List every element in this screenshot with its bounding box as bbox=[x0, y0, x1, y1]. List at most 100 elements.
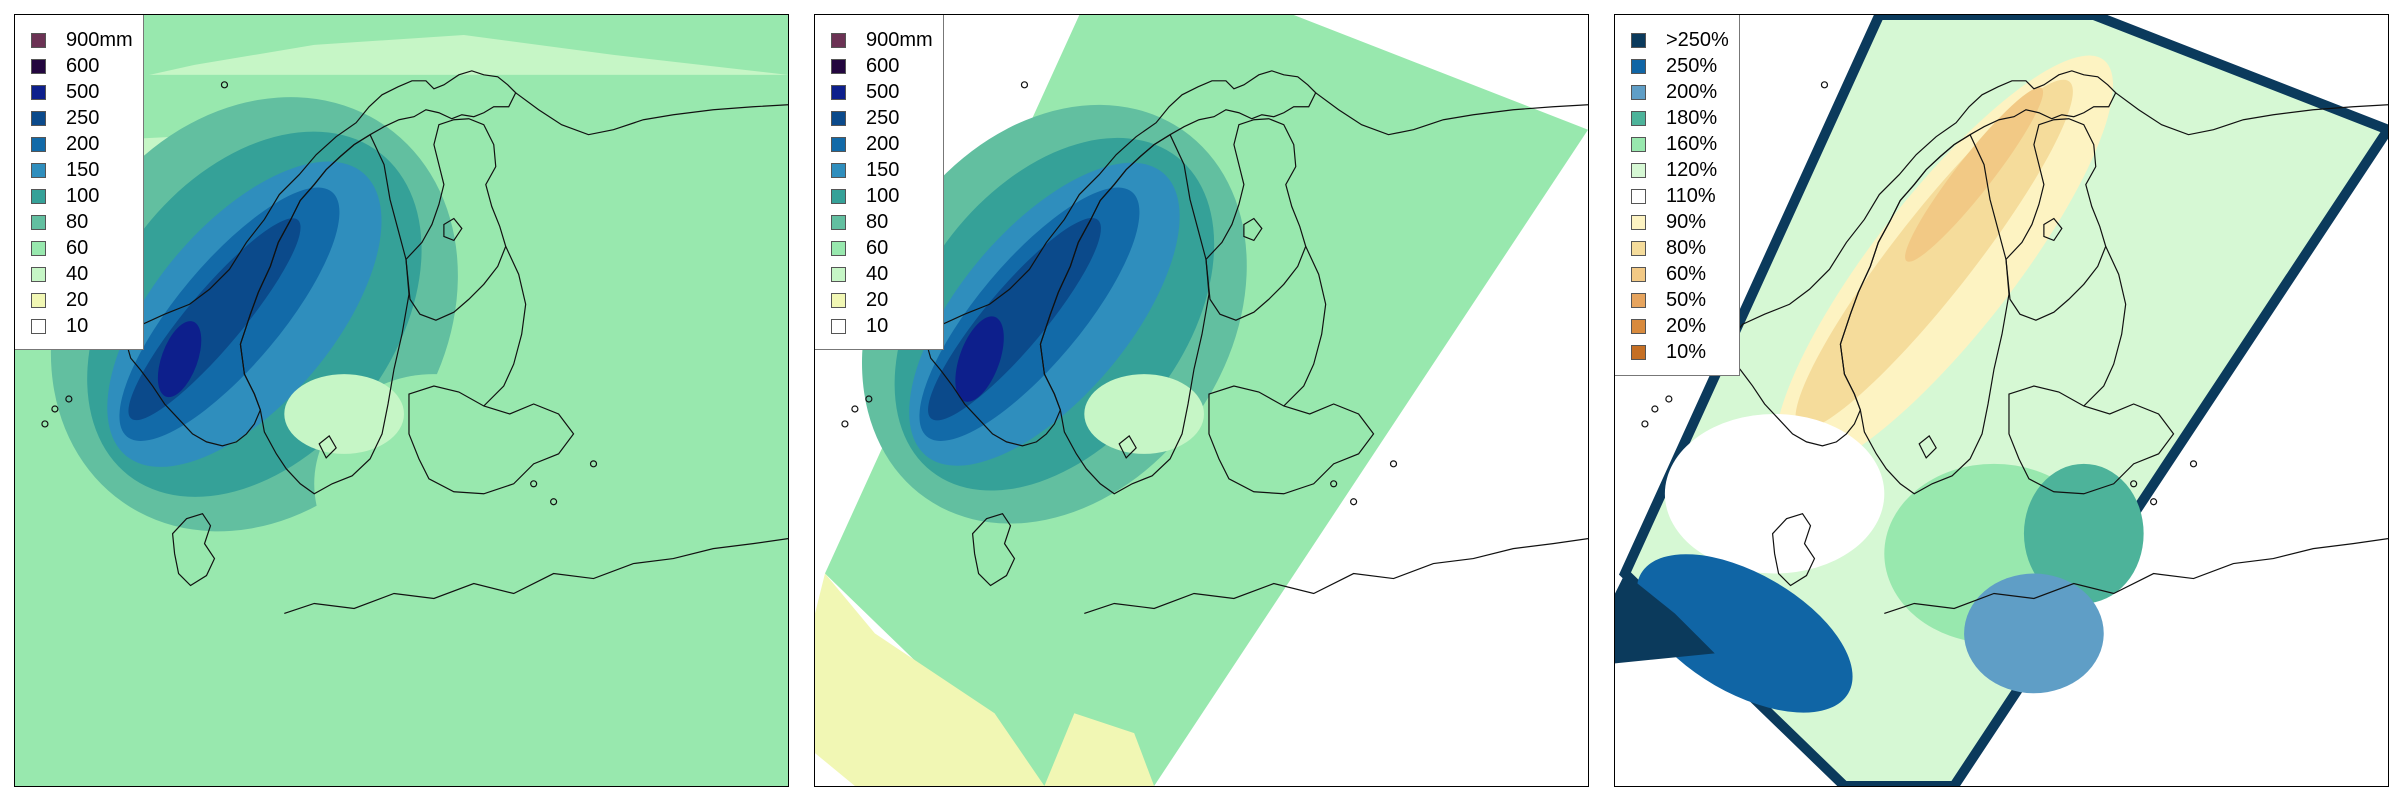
legend-item: 150 bbox=[31, 157, 133, 183]
map-canvas bbox=[15, 15, 788, 786]
legend-item: 10 bbox=[831, 313, 933, 339]
legend-label: 20% bbox=[1666, 314, 1707, 337]
map-canvas bbox=[815, 15, 1588, 786]
precip-map-rotated-domain: 900mm 600 500 250 200 150 100 80 60 40 20 10 bbox=[814, 14, 1589, 787]
legend: 900mm 600 500 250 200 150 100 80 60 40 20 10 bbox=[15, 15, 144, 350]
legend-swatch bbox=[31, 318, 46, 334]
legend-label: 80% bbox=[1666, 236, 1707, 259]
legend-item: 500 bbox=[831, 79, 933, 105]
legend-label: 600 bbox=[866, 54, 900, 77]
domain-edge-20mm bbox=[815, 573, 1045, 786]
ratio-map-rotated-domain: >250% 250% 200% 180% 160% 120% 110% 90% 80% 60% 50… bbox=[1614, 14, 2389, 787]
legend-label: 180% bbox=[1666, 106, 1718, 129]
legend-label: 20 bbox=[66, 288, 89, 311]
legend-label: 80 bbox=[866, 210, 889, 233]
norway-coast bbox=[926, 70, 1317, 447]
legend-label: 150 bbox=[866, 158, 900, 181]
legend-item: >250% bbox=[1631, 27, 1729, 53]
domain-boundary-frame bbox=[1618, 15, 2388, 786]
finland-east-border bbox=[1283, 246, 1327, 407]
sweden-low-precip bbox=[284, 374, 404, 454]
legend-label: 60 bbox=[866, 236, 889, 259]
lake-outline bbox=[318, 435, 337, 459]
legend-item: 80% bbox=[1631, 235, 1729, 261]
island-outline bbox=[589, 460, 598, 468]
legend-item: 60 bbox=[31, 235, 133, 261]
legend-swatch bbox=[31, 214, 46, 230]
legend-item: 90% bbox=[1631, 209, 1729, 235]
legend-swatch bbox=[1631, 162, 1646, 178]
legend-label: 90% bbox=[1666, 210, 1707, 233]
island-outline bbox=[51, 405, 59, 413]
island-outline bbox=[2150, 498, 2158, 506]
russia-border bbox=[515, 92, 788, 136]
legend-swatch bbox=[31, 240, 46, 256]
legend-label: 60% bbox=[1666, 262, 1707, 285]
legend-label: 200 bbox=[66, 132, 100, 155]
legend-swatch bbox=[831, 110, 846, 126]
domain-edge-20mm-south bbox=[1044, 713, 1155, 786]
legend-swatch bbox=[1631, 58, 1646, 74]
norway-coast bbox=[1726, 70, 2117, 447]
coastlines-and-borders bbox=[841, 70, 1588, 615]
legend-swatch bbox=[31, 292, 46, 308]
legend-item: 40 bbox=[831, 261, 933, 287]
legend-label: >250% bbox=[1666, 28, 1729, 51]
sweden-border bbox=[239, 133, 410, 495]
legend-item: 60% bbox=[1631, 261, 1729, 287]
baltic-coast bbox=[1208, 385, 1375, 495]
legend-label: 40 bbox=[866, 262, 889, 285]
legend-swatch bbox=[1631, 84, 1646, 100]
legend-swatch bbox=[1631, 214, 1646, 230]
legend-label: 110% bbox=[1666, 184, 1716, 207]
lake-outline bbox=[1918, 435, 1937, 459]
ratio-180pct-southeast bbox=[2023, 463, 2144, 604]
legend-item: 180% bbox=[1631, 105, 1729, 131]
finland-east-border bbox=[483, 246, 527, 407]
ratio-110pct-west bbox=[1664, 413, 1885, 574]
legend-item: 60 bbox=[831, 235, 933, 261]
legend-item: 900mm bbox=[831, 27, 933, 53]
legend-item: 600 bbox=[31, 53, 133, 79]
legend-label: 60 bbox=[66, 236, 89, 259]
legend-label: 160% bbox=[1666, 132, 1718, 155]
legend-item: 200 bbox=[831, 131, 933, 157]
north-europe-coast bbox=[1884, 538, 2388, 615]
island-outline bbox=[1389, 460, 1398, 468]
ratio-60pct-zone bbox=[1905, 87, 2044, 262]
legend-swatch bbox=[1631, 32, 1646, 48]
finland-border bbox=[1205, 118, 1307, 321]
island-outline bbox=[1651, 405, 1659, 413]
legend-label: 200% bbox=[1666, 80, 1718, 103]
island-outline bbox=[1820, 81, 1829, 89]
coastlines-and-borders bbox=[41, 70, 788, 615]
legend-swatch bbox=[1631, 240, 1646, 256]
russia-border bbox=[2115, 92, 2388, 136]
legend-label: 600 bbox=[66, 54, 100, 77]
legend-label: 150 bbox=[66, 158, 100, 181]
denmark-coast bbox=[171, 513, 216, 587]
island-outline bbox=[2189, 460, 2198, 468]
legend-swatch bbox=[1631, 266, 1646, 282]
ratio-over250pct-corner bbox=[1615, 573, 1715, 664]
legend-label: 10 bbox=[66, 314, 89, 337]
island-outline bbox=[530, 480, 538, 488]
legend-swatch bbox=[1631, 110, 1646, 126]
precip-500mm-core bbox=[157, 321, 202, 398]
finland-border bbox=[405, 118, 507, 321]
lake-outline bbox=[443, 217, 463, 242]
ratio-250pct-southwest bbox=[1636, 554, 1853, 713]
island-outline bbox=[2130, 480, 2138, 488]
legend-item: 120% bbox=[1631, 157, 1729, 183]
legend-swatch bbox=[831, 292, 846, 308]
legend-item: 150 bbox=[831, 157, 933, 183]
precip-500mm-core bbox=[955, 316, 1004, 402]
legend-item: 20 bbox=[831, 287, 933, 313]
legend: 900mm 600 500 250 200 150 100 80 60 40 20 10 bbox=[815, 15, 944, 350]
legend-label: 250 bbox=[866, 106, 900, 129]
map-canvas bbox=[1615, 15, 2388, 786]
legend-swatch bbox=[831, 188, 846, 204]
norway-coast bbox=[126, 70, 517, 447]
legend-item: 20% bbox=[1631, 313, 1729, 339]
lake-outline bbox=[2043, 217, 2063, 242]
